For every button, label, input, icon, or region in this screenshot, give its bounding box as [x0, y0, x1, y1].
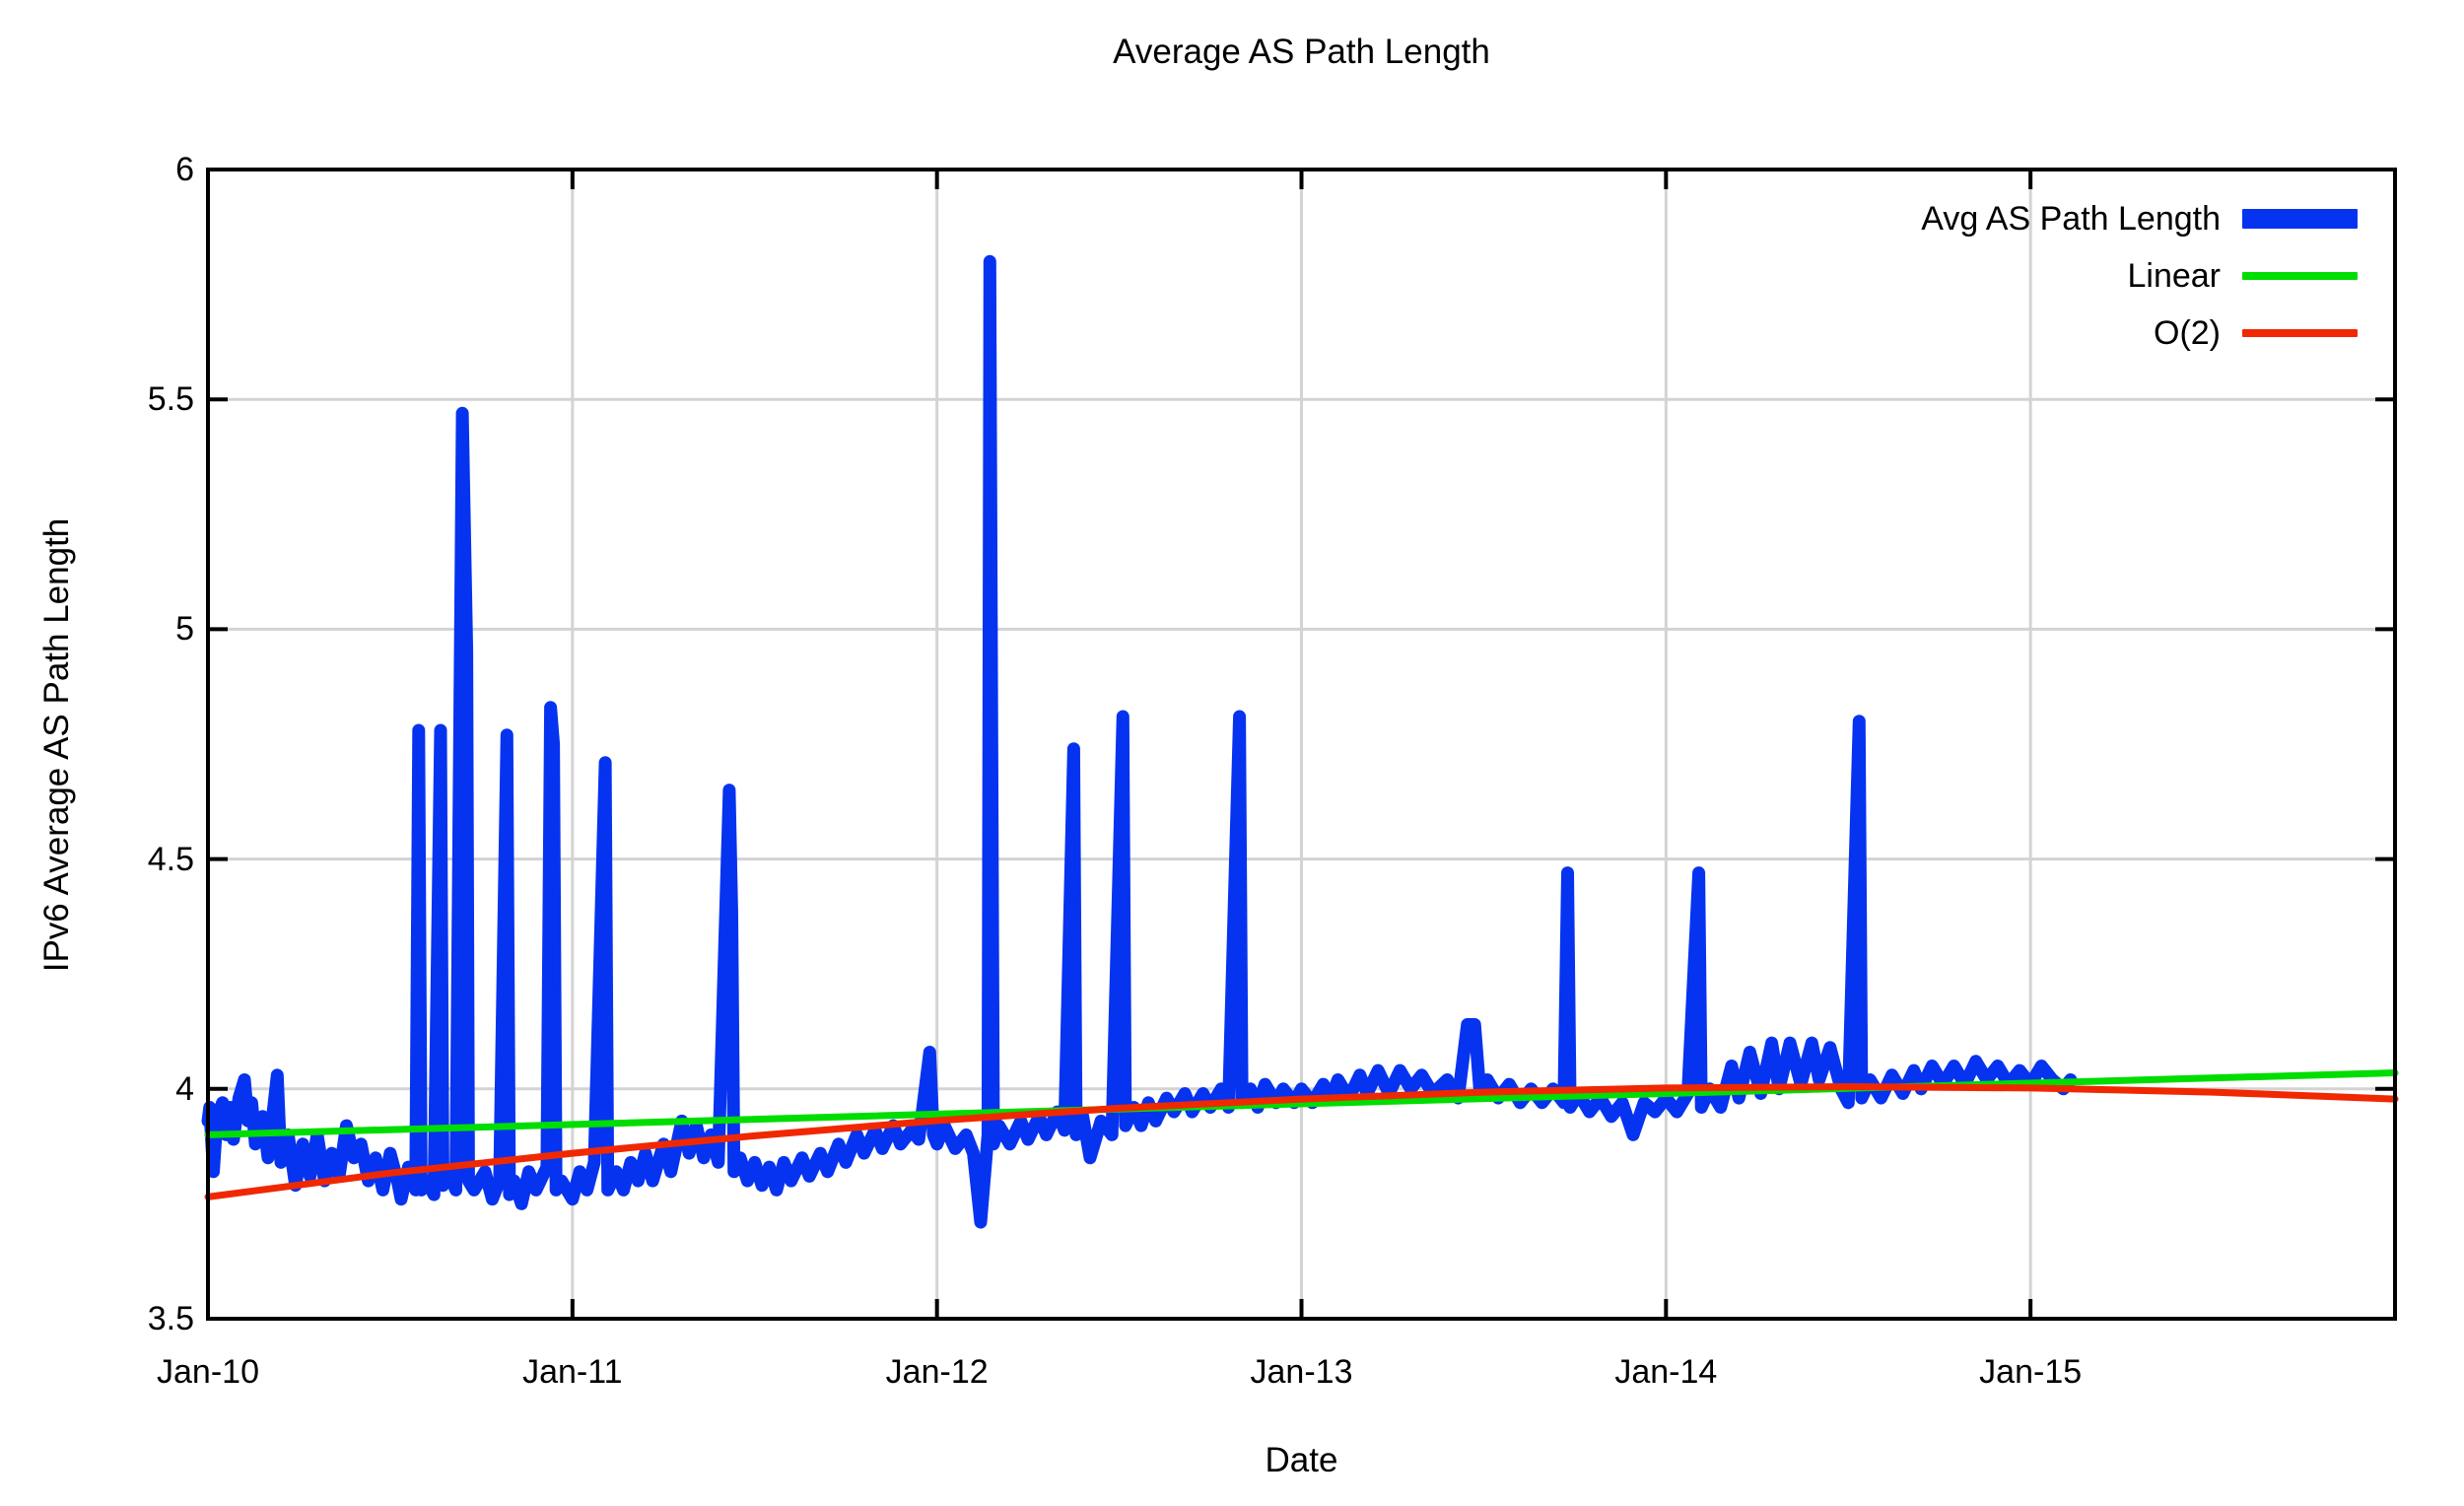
data-series [201, 254, 2399, 1229]
y-tick-label: 3.5 [147, 1300, 194, 1337]
x-tick-label: Jan-14 [1614, 1353, 1718, 1391]
y-tick-label: 6 [175, 151, 194, 188]
legend-label-avg-as-path-length: Avg AS Path Length [1921, 199, 2221, 238]
legend-swatch-green-line [2242, 272, 2358, 280]
x-tick-label: Jan-10 [157, 1353, 259, 1391]
legend-item-o2: O(2) [1471, 305, 2358, 362]
series-linear [204, 1069, 2399, 1138]
x-tick-label: Jan-13 [1250, 1353, 1353, 1391]
x-tick-label: Jan-11 [522, 1353, 623, 1391]
y-axis-title: IPv6 Average AS Path Length [37, 517, 76, 973]
y-tick-label: 5.5 [147, 380, 194, 419]
legend-label-o2: O(2) [2154, 313, 2221, 352]
legend-item-linear: Linear [1471, 247, 2358, 305]
legend-item-avg-as-path-length: Avg AS Path Length [1471, 190, 2358, 247]
legend-swatch-blue-line [2242, 209, 2358, 229]
series-o-2- [204, 1083, 2399, 1200]
legend: Avg AS Path Length Linear O(2) [1471, 190, 2358, 362]
chart-title: Average AS Path Length [1113, 33, 1490, 71]
plot-border [206, 168, 2397, 1321]
x-axis-title: Date [1265, 1441, 1338, 1479]
x-tick-label: Jan-12 [885, 1353, 989, 1391]
legend-swatch-red-line [2242, 329, 2358, 337]
x-tick-label: Jan-15 [1979, 1353, 2083, 1391]
y-tick-label: 4 [175, 1069, 194, 1108]
y-tick-label: 4.5 [147, 840, 194, 878]
series-avg-as-path-length [201, 254, 2078, 1229]
y-tick-label: 5 [175, 610, 194, 649]
legend-label-linear: Linear [2127, 256, 2221, 295]
